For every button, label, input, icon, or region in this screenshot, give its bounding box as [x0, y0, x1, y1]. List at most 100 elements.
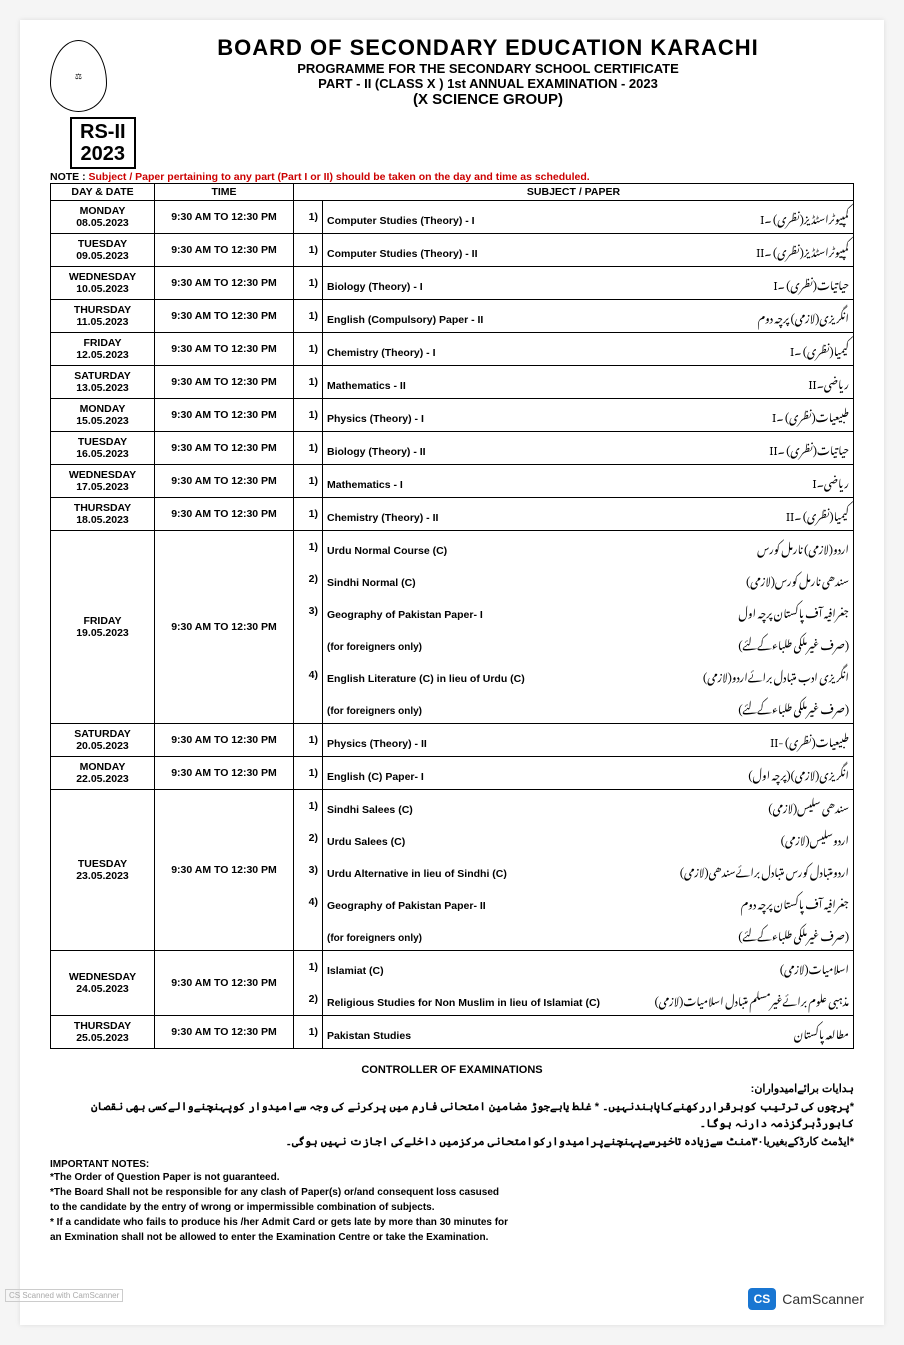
paper-number: 3)	[294, 595, 323, 627]
table-row: SATURDAY13.05.20239:30 AM TO 12:30 PM1)M…	[51, 366, 854, 399]
header: ⚖ BOARD OF SECONDARY EDUCATION KARACHI P…	[50, 35, 854, 112]
subtitle-1: PROGRAMME FOR THE SECONDARY SCHOOL CERTI…	[122, 61, 854, 76]
subject-urdu: طبیعیات(نظری) ۔I	[772, 401, 849, 429]
day-cell: WEDNESDAY17.05.2023	[51, 465, 155, 498]
camscanner-text: CamScanner	[782, 1291, 864, 1307]
schedule-table: DAY & DATE TIME SUBJECT / PAPER MONDAY08…	[50, 183, 854, 1049]
time-cell: 9:30 AM TO 12:30 PM	[155, 951, 294, 1016]
subject-cell: Islamiat (C)اسلامیات(لازمی)	[323, 951, 854, 984]
time-cell: 9:30 AM TO 12:30 PM	[155, 399, 294, 432]
subject-cell: Computer Studies (Theory) - Iکمپیوٹراسٹڈ…	[323, 201, 854, 234]
paper-number: 1)	[294, 366, 323, 399]
paper-number: 2)	[294, 563, 323, 595]
subject-urdu: ریاضی۔I	[813, 467, 849, 495]
subject-english: Computer Studies (Theory) - I	[327, 215, 475, 227]
paper-number: 4)	[294, 886, 323, 918]
subject-cell: English (Compulsory) Paper - II انگریزی(ل…	[323, 300, 854, 333]
subject-urdu: (صرف غیرملکی طلباءکےلئے)	[738, 920, 849, 948]
imp1: *The Order of Question Paper is not guar…	[50, 1170, 854, 1185]
subject-english: Sindhi Normal (C)	[327, 577, 416, 589]
time-cell: 9:30 AM TO 12:30 PM	[155, 300, 294, 333]
day-cell: MONDAY22.05.2023	[51, 757, 155, 790]
imp3: to the candidate by the entry of wrong o…	[50, 1200, 854, 1215]
subject-english: Biology (Theory) - II	[327, 446, 426, 458]
day-cell: MONDAY08.05.2023	[51, 201, 155, 234]
important-notes-title: IMPORTANT NOTES:	[50, 1159, 854, 1170]
subject-urdu: سندھی نارمل کورس(لازمی)	[746, 565, 849, 593]
time-cell: 9:30 AM TO 12:30 PM	[155, 724, 294, 757]
subject-cell: Computer Studies (Theory) - IIکمپیوٹراسٹ…	[323, 234, 854, 267]
day-cell: FRIDAY12.05.2023	[51, 333, 155, 366]
time-cell: 9:30 AM TO 12:30 PM	[155, 757, 294, 790]
paper-number: 1)	[294, 399, 323, 432]
time-cell: 9:30 AM TO 12:30 PM	[155, 790, 294, 951]
table-row: WEDNESDAY24.05.20239:30 AM TO 12:30 PM1)…	[51, 951, 854, 984]
subject-urdu: حیاتیات(نظری) ۔I	[773, 269, 849, 297]
subject-urdu: اسلامیات(لازمی)	[780, 953, 849, 981]
subject-cell: Mathematics - Iریاضی۔I	[323, 465, 854, 498]
subject-cell: English (C) Paper- Iانگریزی(لازمی)(پرچہ …	[323, 757, 854, 790]
subject-english: (for foreigners only)	[327, 933, 422, 944]
subject-urdu: سندھی سلیس(لازمی)	[768, 792, 849, 820]
day-cell: FRIDAY19.05.2023	[51, 531, 155, 724]
subject-urdu: کیمیا(نظری) ۔II	[786, 500, 849, 528]
col-day: DAY & DATE	[51, 184, 155, 201]
paper-number: 2)	[294, 822, 323, 854]
paper-number: 2)	[294, 983, 323, 1016]
note-red: Subject / Paper pertaining to any part (…	[89, 171, 590, 183]
subject-cell: Religious Studies for Non Muslim in lieu…	[323, 983, 854, 1016]
subject-urdu: انگریزی ادب متبادل برائےاردو(لازمی)	[703, 661, 849, 689]
time-cell: 9:30 AM TO 12:30 PM	[155, 465, 294, 498]
subject-cell: (for foreigners only)(صرف غیرملکی طلباءک…	[323, 691, 854, 724]
time-cell: 9:30 AM TO 12:30 PM	[155, 498, 294, 531]
subject-english: Urdu Normal Course (C)	[327, 545, 447, 557]
subject-cell: Biology (Theory) - Iحیاتیات(نظری) ۔I	[323, 267, 854, 300]
subject-english: (for foreigners only)	[327, 706, 422, 717]
paper-number	[294, 918, 323, 951]
subject-english: English (Compulsory) Paper - II	[327, 314, 483, 326]
controller-label: CONTROLLER OF EXAMINATIONS	[50, 1064, 854, 1076]
subject-urdu: اردو(لازمی) نارمل کورس	[757, 533, 849, 561]
note-prefix: NOTE :	[50, 171, 89, 183]
subject-cell: Urdu Alternative in lieu of Sindhi (C)ار…	[323, 854, 854, 886]
subject-english: Urdu Salees (C)	[327, 836, 405, 848]
table-row: TUESDAY23.05.20239:30 AM TO 12:30 PM1)Si…	[51, 790, 854, 823]
subtitle-3: (X SCIENCE GROUP)	[122, 91, 854, 108]
subject-urdu: انگریزی(لازمی) پرچہ دوم	[758, 302, 849, 330]
subject-english: Religious Studies for Non Muslim in lieu…	[327, 997, 600, 1009]
col-time: TIME	[155, 184, 294, 201]
paper-number: 1)	[294, 300, 323, 333]
scan-footer: CS Scanned with CamScanner	[5, 1289, 123, 1302]
paper-number: 1)	[294, 267, 323, 300]
paper-number: 1)	[294, 951, 323, 984]
time-cell: 9:30 AM TO 12:30 PM	[155, 267, 294, 300]
subject-urdu: مذہبی علوم برائےغیرمسلم متبادل اسلامیات(…	[655, 985, 849, 1013]
paper-number: 1)	[294, 1016, 323, 1049]
subject-cell: Mathematics - IIریاضی۔II	[323, 366, 854, 399]
subject-cell: (for foreigners only) (صرف غیرملکی طلباءک…	[323, 918, 854, 951]
time-cell: 9:30 AM TO 12:30 PM	[155, 366, 294, 399]
time-cell: 9:30 AM TO 12:30 PM	[155, 333, 294, 366]
subject-english: English (C) Paper- I	[327, 771, 424, 783]
time-cell: 9:30 AM TO 12:30 PM	[155, 234, 294, 267]
table-row: THURSDAY25.05.20239:30 AM TO 12:30 PM1)P…	[51, 1016, 854, 1049]
col-subject: SUBJECT / PAPER	[294, 184, 854, 201]
main-title: BOARD OF SECONDARY EDUCATION KARACHI	[122, 35, 854, 61]
cs-logo-icon: CS	[748, 1288, 777, 1310]
camscanner-watermark: CS CamScanner	[748, 1288, 864, 1310]
paper-number: 1)	[294, 724, 323, 757]
board-logo: ⚖	[50, 40, 107, 112]
subject-urdu: طبیعیات(نظری) -II	[770, 726, 849, 754]
table-row: FRIDAY19.05.20239:30 AM TO 12:30 PM1)Urd…	[51, 531, 854, 564]
subject-english: Chemistry (Theory) - II	[327, 512, 438, 524]
subject-urdu: حیاتیات(نظری) ۔II	[769, 434, 849, 462]
paper-number: 3)	[294, 854, 323, 886]
note-line: NOTE : Subject / Paper pertaining to any…	[50, 171, 854, 183]
subject-urdu: اردوسلیس(لازمی)	[781, 824, 849, 852]
rs-line2: 2023	[80, 143, 126, 165]
subject-english: (for foreigners only)	[327, 642, 422, 653]
paper-number: 1)	[294, 234, 323, 267]
day-cell: SATURDAY13.05.2023	[51, 366, 155, 399]
subject-cell: Chemistry (Theory) - Iکیمیا(نظری) ۔I	[323, 333, 854, 366]
time-cell: 9:30 AM TO 12:30 PM	[155, 201, 294, 234]
